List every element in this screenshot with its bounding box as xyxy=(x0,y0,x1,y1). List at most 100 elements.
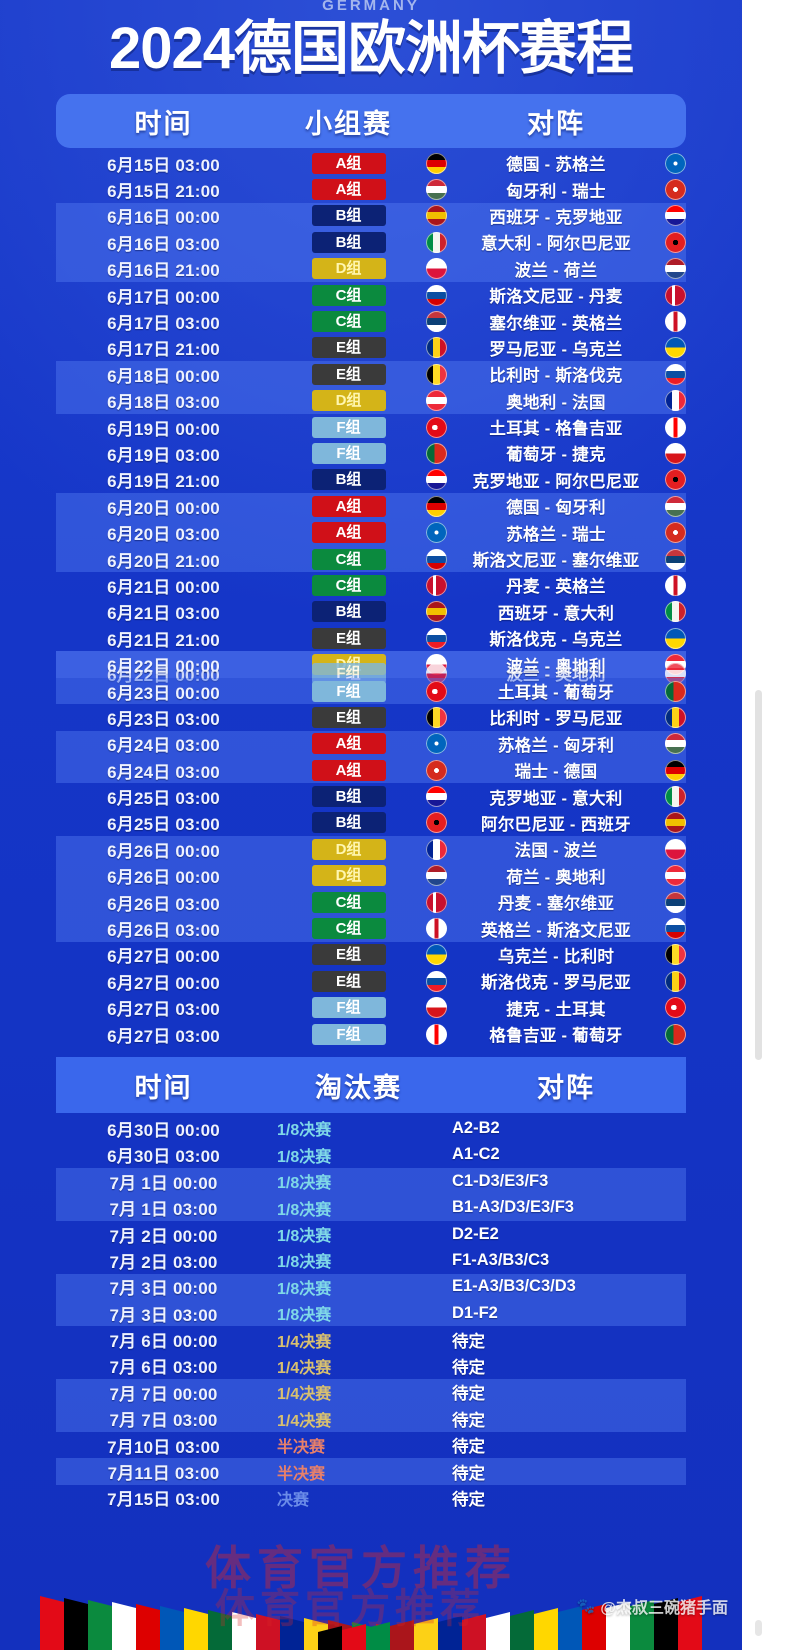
group-match-row[interactable]: 6月20日 03:00 A组 苏格兰 - 瑞士 xyxy=(56,519,686,546)
scrollbar-thumb-secondary[interactable] xyxy=(755,1620,762,1636)
knockout-match-row[interactable]: 7月 3日 03:00 1/8决赛 D1-F2 xyxy=(56,1300,686,1327)
group-match-row[interactable]: 6月17日 21:00 E组 罗马尼亚 - 乌克兰 xyxy=(56,335,686,361)
group-badge: F组 xyxy=(311,442,386,464)
watermark-red-line2: 体育官方推荐 xyxy=(215,1587,485,1631)
flag-icon-sct xyxy=(426,733,447,755)
group-match-row[interactable]: 6月23日 00:00 F组 土耳其 - 葡萄牙 xyxy=(56,677,686,705)
match-time: 6月27日 00:00 xyxy=(107,973,220,993)
group-match-row[interactable]: 6月23日 03:00 E组 比利时 - 罗马尼亚 xyxy=(56,704,686,730)
flag-icon-ro xyxy=(665,706,686,728)
right-gutter xyxy=(742,0,800,1650)
flag-icon-hu xyxy=(665,495,686,517)
group-badge: D组 xyxy=(311,865,386,887)
group-match-row[interactable]: 6月27日 03:00 F组 捷克 - 土耳其 xyxy=(56,995,686,1021)
group-badge: B组 xyxy=(311,812,386,834)
group-match-row[interactable]: 6月26日 00:00 D组 荷兰 - 奥地利 xyxy=(56,862,686,889)
group-match-row[interactable]: 6月27日 00:00 E组 乌克兰 - 比利时 xyxy=(56,942,686,968)
group-match-row[interactable]: 6月25日 03:00 B组 阿尔巴尼亚 - 西班牙 xyxy=(56,810,686,836)
knockout-match-row[interactable]: 7月 7日 00:00 1/4决赛 待定 xyxy=(56,1379,686,1406)
group-match-row[interactable]: 6月24日 03:00 A组 苏格兰 - 匈牙利 xyxy=(56,730,686,757)
flag-icon-eng xyxy=(665,574,686,596)
knockout-match-row[interactable]: 6月30日 00:00 1/8决赛 A2-B2 xyxy=(56,1115,686,1141)
flag-icon-es xyxy=(665,812,686,834)
knockout-match-row[interactable]: 7月11日 03:00 半决赛 待定 xyxy=(56,1458,686,1485)
match-teams-label: 苏格兰 - 瑞士 xyxy=(506,525,606,544)
group-match-row[interactable]: 6月21日 21:00 E组 斯洛伐克 - 乌克兰 xyxy=(56,625,686,651)
group-match-row[interactable]: 6月19日 00:00 F组 土耳其 - 格鲁吉亚 xyxy=(56,414,686,440)
group-match-row[interactable]: 6月17日 03:00 C组 塞尔维亚 - 英格兰 xyxy=(56,308,686,334)
group-match-row[interactable]: 6月21日 03:00 B组 西班牙 - 意大利 xyxy=(56,599,686,625)
group-match-row[interactable]: 6月18日 03:00 D组 奥地利 - 法国 xyxy=(56,387,686,414)
flag-icon-it xyxy=(665,786,686,808)
group-match-row[interactable]: 6月16日 21:00 D组 波兰 - 荷兰 xyxy=(56,255,686,282)
group-match-row[interactable]: 6月20日 21:00 C组 斯洛文尼亚 - 塞尔维亚 xyxy=(56,545,686,573)
group-match-row[interactable]: 6月16日 00:00 B组 西班牙 - 克罗地亚 xyxy=(56,202,686,230)
group-match-row[interactable]: 6月16日 03:00 B组 意大利 - 阿尔巴尼亚 xyxy=(56,229,686,256)
group-match-row[interactable]: 6月19日 21:00 B组 克罗地亚 - 阿尔巴尼亚 xyxy=(56,467,686,493)
flag-icon-si xyxy=(426,548,447,570)
match-group-cell: C组 xyxy=(271,891,426,913)
group-match-row[interactable]: 6月24日 03:00 A组 瑞士 - 德国 xyxy=(56,756,686,784)
flag-icon-tr xyxy=(426,680,447,702)
match-teams-cell: 丹麦 - 塞尔维亚 xyxy=(426,889,686,915)
group-badge: C组 xyxy=(311,918,386,940)
match-group-cell: B组 xyxy=(271,469,426,491)
knockout-match-row[interactable]: 7月 1日 00:00 1/8决赛 C1-D3/E3/F3 xyxy=(56,1168,686,1195)
flag-icon-pl xyxy=(665,838,686,860)
match-teams-label: 匈牙利 - 瑞士 xyxy=(506,182,606,201)
match-time: 7月11日 03:00 xyxy=(107,1464,220,1484)
group-match-row[interactable]: 6月25日 03:00 B组 克罗地亚 - 意大利 xyxy=(56,783,686,809)
match-teams-cell: 德国 - 匈牙利 xyxy=(426,493,686,519)
scrollbar-thumb[interactable] xyxy=(755,690,762,1060)
flag-icon-rs xyxy=(665,891,686,913)
knockout-match-row[interactable]: 7月 6日 03:00 1/4决赛 待定 xyxy=(56,1353,686,1379)
match-teams-label: 比利时 - 斯洛伐克 xyxy=(489,367,623,386)
group-badge: D组 xyxy=(311,838,386,860)
knockout-match-row[interactable]: 6月30日 03:00 1/8决赛 A1-C2 xyxy=(56,1142,686,1168)
group-match-row[interactable]: 6月26日 03:00 C组 英格兰 - 斯洛文尼亚 xyxy=(56,915,686,942)
match-teams-label: 丹麦 - 英格兰 xyxy=(506,578,606,597)
group-match-row[interactable]: 6月15日 03:00 A组 德国 - 苏格兰 xyxy=(56,150,686,176)
match-teams-label: 意大利 - 阿尔巴尼亚 xyxy=(481,235,631,254)
match-teams-cell: 克罗地亚 - 意大利 xyxy=(426,784,686,810)
knockout-match-row[interactable]: 7月10日 03:00 半决赛 待定 xyxy=(56,1432,686,1458)
group-match-row[interactable]: 6月17日 00:00 C组 斯洛文尼亚 - 丹麦 xyxy=(56,282,686,308)
match-time: 6月25日 03:00 xyxy=(107,815,220,835)
flag-icon-ge xyxy=(426,1023,447,1045)
knockout-match-label: 待定 xyxy=(452,1385,485,1404)
group-match-row[interactable]: 6月27日 03:00 F组 格鲁吉亚 - 葡萄牙 xyxy=(56,1021,686,1047)
group-match-row[interactable]: 6月26日 03:00 C组 丹麦 - 塞尔维亚 xyxy=(56,888,686,916)
match-time: 6月27日 03:00 xyxy=(107,1000,220,1020)
match-teams-label: 比利时 - 罗马尼亚 xyxy=(489,710,623,729)
knockout-match-row[interactable]: 7月 3日 00:00 1/8决赛 E1-A3/B3/C3/D3 xyxy=(56,1273,686,1301)
group-match-row[interactable]: 6月20日 00:00 A组 德国 - 匈牙利 xyxy=(56,493,686,520)
group-match-row[interactable]: 6月26日 00:00 D组 法国 - 波兰 xyxy=(56,836,686,863)
group-match-row[interactable]: 6月21日 00:00 C组 丹麦 - 英格兰 xyxy=(56,572,686,598)
knockout-match-label: 待定 xyxy=(452,1490,485,1509)
group-match-row[interactable]: 6月15日 21:00 A组 匈牙利 - 瑞士 xyxy=(56,176,686,202)
knockout-match-label: 待定 xyxy=(452,1332,485,1351)
match-time: 6月20日 03:00 xyxy=(107,525,220,545)
knockout-match-row[interactable]: 7月 7日 03:00 1/4决赛 待定 xyxy=(56,1405,686,1432)
knockout-match-row[interactable]: 7月 2日 00:00 1/8决赛 D2-E2 xyxy=(56,1221,686,1247)
group-match-row[interactable]: 6月19日 03:00 F组 葡萄牙 - 捷克 xyxy=(56,440,686,466)
knockout-match-label: F1-A3/B3/C3 xyxy=(452,1250,550,1269)
match-time: 6月23日 00:00 xyxy=(107,683,220,703)
match-group-cell: B组 xyxy=(271,601,426,623)
group-match-row[interactable]: 6月18日 00:00 E组 比利时 - 斯洛伐克 xyxy=(56,361,686,388)
header-time-ko: 时间 xyxy=(134,1072,193,1103)
header-time: 时间 xyxy=(134,108,193,139)
match-group-cell: A组 xyxy=(271,759,426,781)
match-group-cell: D组 xyxy=(271,390,426,412)
knockout-match-label: E1-A3/B3/C3/D3 xyxy=(452,1277,576,1296)
match-group-cell: F组 xyxy=(271,442,426,464)
match-teams-label: 斯洛文尼亚 - 丹麦 xyxy=(489,288,623,307)
knockout-match-row[interactable]: 7月 6日 00:00 1/4决赛 待定 xyxy=(56,1326,686,1352)
knockout-match-row[interactable]: 7月 2日 03:00 1/8决赛 F1-A3/B3/C3 xyxy=(56,1247,686,1273)
match-time: 6月18日 03:00 xyxy=(107,393,220,413)
knockout-match-row[interactable]: 7月 1日 03:00 1/8决赛 B1-A3/D3/E3/F3 xyxy=(56,1194,686,1221)
match-time: 6月22日 00:00 xyxy=(107,657,220,677)
knockout-match-row[interactable]: 7月15日 03:00 决赛 待定 xyxy=(56,1485,686,1511)
group-match-row[interactable]: 6月27日 00:00 E组 斯洛伐克 - 罗马尼亚 xyxy=(56,968,686,994)
